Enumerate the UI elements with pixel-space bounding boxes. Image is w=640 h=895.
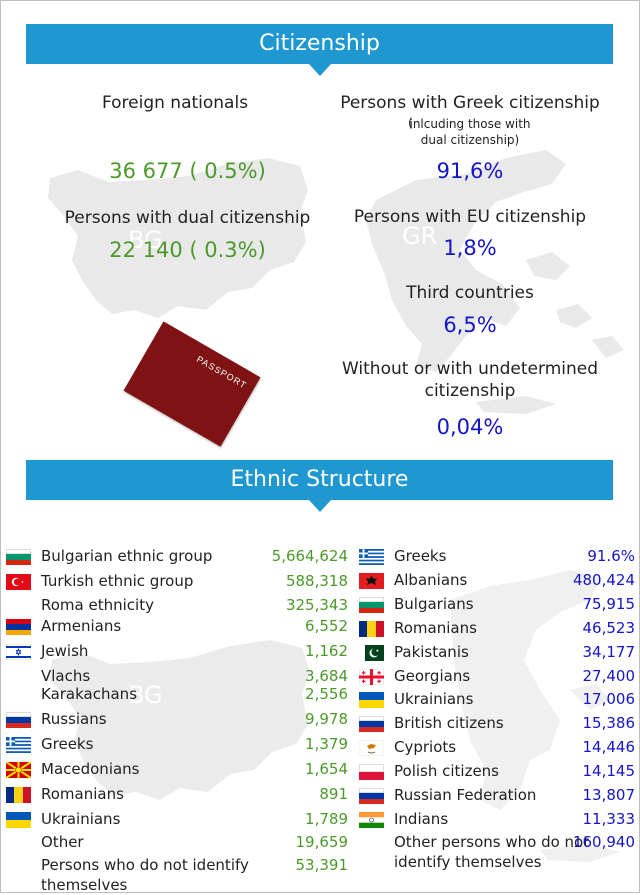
bg-ethnic-row-jewish: Jewish 1,162 (6, 641, 348, 663)
undetermined-label-line1: Without or with undetermined (341, 359, 599, 379)
romania-flag-icon (6, 787, 31, 803)
albania-flag-icon (359, 573, 384, 589)
gr-ethnic-row-ukrainians: Ukrainians 17,006 (359, 689, 635, 711)
bg-ethnic-row-bulgarian: Bulgarian ethnic group 5,664,624 (6, 546, 348, 568)
greek-citizenship-label: Persons with Greek citizenship (340, 93, 600, 113)
bg-ethnic-row-greeks: Greeks 1,379 (6, 734, 348, 756)
gr-ethnic-row-romanians: Romanians 46,523 (359, 618, 635, 640)
bg-map-label: BG (128, 226, 163, 254)
bg-ethnic-row-other: Other 19,659 (41, 833, 348, 851)
bg-ethnic-row-karakachans: Karakachans 2,556 (41, 685, 348, 703)
bg-ethnic-row-ukrainians: Ukrainians 1,789 (6, 809, 348, 831)
gr-ethnic-row-polish: Polish citizens 14,145 (359, 761, 635, 783)
greek-citizenship-note-2: dual citizenship) (420, 133, 520, 147)
india-flag-icon (359, 812, 384, 828)
israel-flag-icon (6, 644, 31, 660)
gr-ethnic-row-indians: Indians 11,333 (359, 809, 635, 831)
romania-flag-icon (359, 621, 384, 637)
dual-citizenship-label: Persons with dual citizenship (64, 208, 311, 228)
bg-ethnic-map-label: BG (128, 681, 163, 709)
greek-citizenship-note-1: inlcuding those with (409, 117, 531, 131)
bg-ethnic-row-macedonians: Macedonians 1,654 (6, 759, 348, 781)
bg-ethnic-row-armenians: Armenians 6,552 (6, 616, 348, 638)
cyprus-flag-icon (359, 740, 384, 756)
gr-ethnic-row-pakistanis: Pakistanis 34,177 (359, 642, 635, 664)
russia-flag-icon (6, 712, 31, 728)
poland-flag-icon (359, 764, 384, 780)
gr-ethnic-row-greeks: Greeks 91.6% (359, 546, 635, 568)
bg-ethnic-row-roma: Roma ethnicity 325,343 (41, 596, 348, 614)
bg-ethnic-row-vlachs: Vlachs 3,684 (41, 667, 348, 685)
armenia-flag-icon (6, 619, 31, 635)
greek-note-open-paren: ( (408, 116, 413, 130)
ethnic-structure-banner: Ethnic Structure (26, 460, 613, 512)
bulgaria-flag-icon (6, 549, 31, 565)
turkey-flag-icon (6, 574, 31, 590)
uk-flag-icon (359, 716, 384, 732)
gr-ethnic-row-british: British citizens 15,386 (359, 713, 635, 735)
pakistan-flag-icon (359, 645, 384, 661)
gr-ethnic-row-albanians: Albanians 480,424 (359, 570, 635, 592)
gr-ethnic-row-russian-federation: Russian Federation 13,807 (359, 785, 635, 807)
bg-ethnic-row-russians: Russians 9,978 (6, 709, 348, 731)
foreign-nationals-label: Foreign nationals (101, 93, 249, 113)
third-countries-label: Third countries (406, 283, 534, 303)
eu-citizenship-label: Persons with EU citizenship (353, 207, 587, 227)
ukraine-flag-icon (6, 812, 31, 828)
bg-ethnic-row-turkish: Turkish ethnic group 588,318 (6, 571, 348, 593)
bg-ethnic-row-unidentified: Persons who do not identify themselves 5… (41, 856, 348, 894)
bg-ethnic-row-romanians: Romanians 891 (6, 784, 348, 806)
greece-flag-icon (359, 549, 384, 565)
greece-map-shape (366, 150, 624, 414)
greece-flag-icon (6, 737, 31, 753)
foreign-nationals-value: 36 677 ( 0.5%) (109, 159, 266, 183)
gr-map-label: GR (402, 222, 438, 250)
gr-ethnic-row-georgians: Georgians 27,400 (359, 666, 635, 688)
greece-ethnic-map-shape (450, 570, 620, 862)
bulgaria-ethnic-map-shape (50, 640, 310, 800)
russia-flag-icon (359, 788, 384, 804)
eu-citizenship-value: 1,8% (443, 236, 497, 260)
bulgaria-flag-icon (359, 597, 384, 613)
third-countries-value: 6,5% (443, 313, 497, 337)
gr-ethnic-row-unidentified: Other persons who do not identify themse… (394, 833, 635, 871)
georgia-flag-icon (359, 669, 384, 685)
ethnic-structure-title: Ethnic Structure (230, 467, 409, 492)
macedonia-flag-icon (6, 762, 31, 778)
ukraine-flag-icon (359, 692, 384, 708)
citizenship-banner: Citizenship (26, 24, 613, 76)
undetermined-label-line2: citizenship (424, 381, 516, 401)
greek-citizenship-value: 91,6% (436, 159, 504, 183)
gr-ethnic-row-cypriots: Cypriots 14,446 (359, 737, 635, 759)
citizenship-title: Citizenship (259, 31, 380, 56)
undetermined-value: 0,04% (436, 415, 504, 439)
bulgaria-map-shape (48, 158, 308, 318)
gr-ethnic-row-bulgarians: Bulgarians 75,915 (359, 594, 635, 616)
dual-citizenship-value: 22 140 ( 0.3%) (109, 238, 266, 262)
